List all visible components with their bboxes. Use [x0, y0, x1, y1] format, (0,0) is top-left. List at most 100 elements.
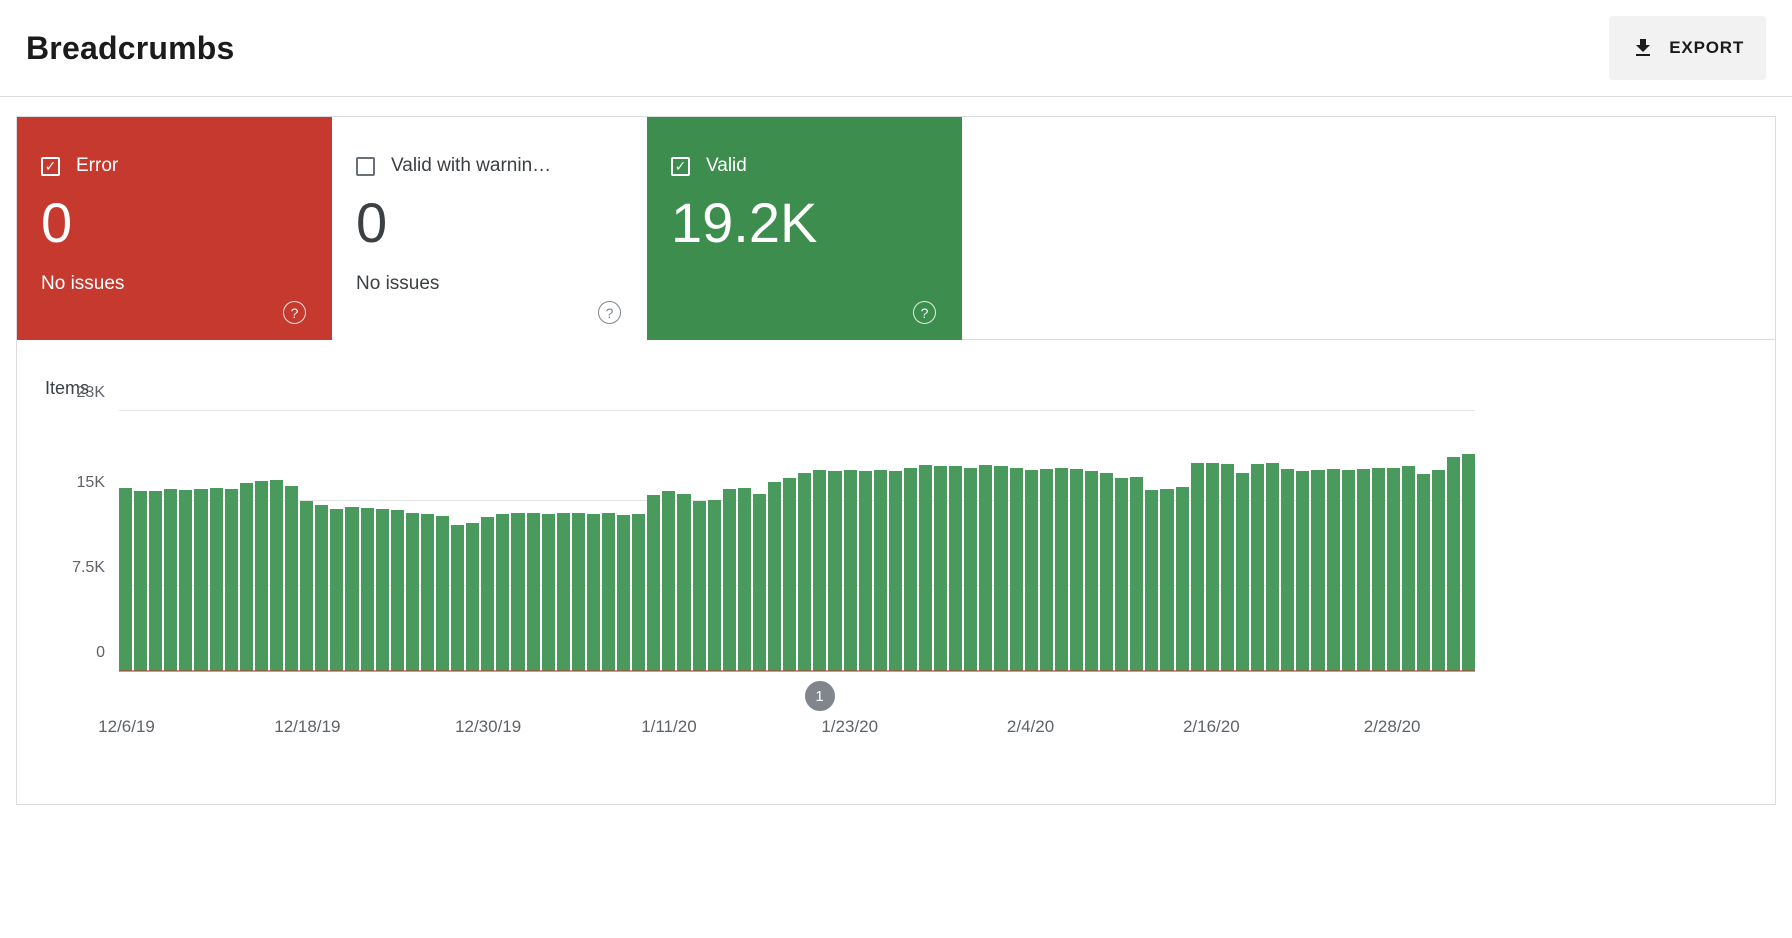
- bar[interactable]: [269, 479, 284, 671]
- bar[interactable]: [1115, 477, 1129, 671]
- help-icon[interactable]: ?: [598, 301, 621, 324]
- bar[interactable]: [179, 490, 193, 671]
- bar[interactable]: [1024, 469, 1038, 671]
- bar[interactable]: [496, 513, 510, 671]
- bar[interactable]: [798, 473, 812, 671]
- bar[interactable]: [828, 470, 842, 671]
- bar[interactable]: [873, 469, 887, 671]
- bar[interactable]: [918, 465, 933, 671]
- bar[interactable]: [420, 513, 434, 671]
- bar[interactable]: [888, 470, 902, 671]
- bar[interactable]: [360, 508, 374, 671]
- bar[interactable]: [315, 504, 329, 671]
- bar[interactable]: [451, 525, 465, 671]
- bar[interactable]: [239, 483, 253, 671]
- bar[interactable]: [768, 482, 782, 671]
- bar[interactable]: [541, 513, 555, 671]
- bar[interactable]: [1311, 469, 1325, 671]
- bar[interactable]: [1039, 468, 1053, 671]
- bar[interactable]: [1447, 457, 1461, 671]
- bar[interactable]: [1100, 473, 1114, 671]
- bar[interactable]: [949, 466, 963, 671]
- bar[interactable]: [164, 489, 178, 671]
- bar[interactable]: [1251, 464, 1265, 671]
- bar[interactable]: [1371, 467, 1385, 671]
- export-button[interactable]: EXPORT: [1609, 16, 1766, 80]
- bar[interactable]: [254, 481, 268, 671]
- bar[interactable]: [1085, 470, 1099, 671]
- bar[interactable]: [511, 512, 525, 671]
- bar[interactable]: [813, 469, 827, 671]
- bar[interactable]: [194, 489, 208, 671]
- bar[interactable]: [481, 517, 495, 671]
- bar[interactable]: [1160, 489, 1174, 671]
- bar[interactable]: [209, 487, 223, 671]
- bar[interactable]: [466, 522, 480, 671]
- bar[interactable]: [994, 466, 1008, 671]
- bar[interactable]: [1401, 466, 1416, 671]
- status-card-valid[interactable]: Valid 19.2K ?: [647, 117, 962, 340]
- bar[interactable]: [783, 477, 797, 671]
- bar[interactable]: [1432, 469, 1446, 671]
- bar[interactable]: [1386, 467, 1400, 671]
- bar[interactable]: [1190, 463, 1204, 671]
- bar[interactable]: [1341, 469, 1355, 671]
- bar[interactable]: [1205, 463, 1219, 671]
- bar[interactable]: [571, 512, 585, 671]
- bar[interactable]: [662, 491, 676, 671]
- bar[interactable]: [1417, 474, 1431, 671]
- bar[interactable]: [964, 467, 978, 671]
- status-card-error[interactable]: Error 0 No issues ?: [17, 117, 332, 340]
- bar[interactable]: [1145, 490, 1159, 671]
- bar[interactable]: [526, 512, 540, 671]
- bar[interactable]: [1326, 468, 1340, 671]
- bar[interactable]: [752, 493, 767, 671]
- bar[interactable]: [707, 500, 721, 671]
- bar[interactable]: [1054, 467, 1068, 671]
- error-checkbox[interactable]: [41, 156, 60, 176]
- bar[interactable]: [1462, 453, 1476, 671]
- bar[interactable]: [134, 491, 148, 671]
- bar[interactable]: [903, 467, 917, 671]
- bar[interactable]: [617, 515, 631, 671]
- bar[interactable]: [556, 512, 570, 671]
- bar[interactable]: [858, 470, 872, 671]
- bar[interactable]: [1009, 467, 1023, 671]
- bar[interactable]: [722, 489, 736, 671]
- bar[interactable]: [632, 513, 646, 671]
- bar[interactable]: [843, 469, 857, 671]
- bar[interactable]: [149, 491, 163, 671]
- bar[interactable]: [586, 513, 600, 671]
- bar[interactable]: [602, 512, 616, 671]
- bar[interactable]: [692, 501, 706, 671]
- bar[interactable]: [330, 509, 344, 671]
- annotation-marker[interactable]: 1: [804, 681, 835, 711]
- help-icon[interactable]: ?: [913, 301, 936, 324]
- status-card-valid-with-warnings[interactable]: Valid with warnin… 0 No issues ?: [332, 117, 647, 340]
- help-icon[interactable]: ?: [283, 301, 306, 324]
- bar[interactable]: [677, 493, 691, 671]
- bar[interactable]: [390, 510, 404, 671]
- bar[interactable]: [1130, 476, 1144, 671]
- bar[interactable]: [1266, 463, 1280, 671]
- bar[interactable]: [405, 512, 419, 671]
- bar[interactable]: [647, 494, 661, 671]
- bar[interactable]: [1069, 468, 1083, 671]
- bar[interactable]: [1220, 464, 1234, 671]
- bar[interactable]: [375, 509, 389, 671]
- bar[interactable]: [1175, 486, 1189, 671]
- bar[interactable]: [934, 466, 948, 671]
- bar[interactable]: [224, 489, 238, 671]
- valid-checkbox[interactable]: [671, 156, 690, 176]
- bar[interactable]: [737, 487, 751, 671]
- bar[interactable]: [1281, 468, 1295, 671]
- bar[interactable]: [1296, 470, 1310, 671]
- bar[interactable]: [1235, 473, 1250, 671]
- bar[interactable]: [435, 516, 450, 671]
- bar[interactable]: [1356, 468, 1370, 671]
- bar[interactable]: [285, 485, 299, 671]
- bar[interactable]: [119, 487, 133, 671]
- bar[interactable]: [345, 507, 359, 671]
- bar[interactable]: [979, 465, 993, 671]
- bar[interactable]: [300, 501, 314, 671]
